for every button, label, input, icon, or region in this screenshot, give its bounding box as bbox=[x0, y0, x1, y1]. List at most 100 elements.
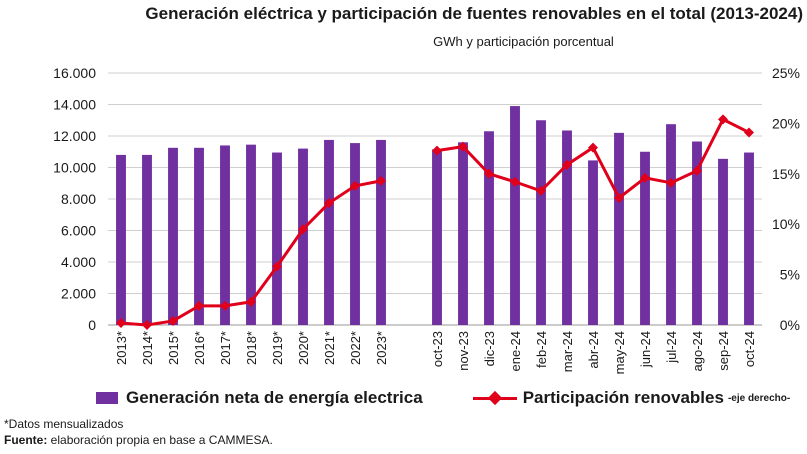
line-point bbox=[666, 177, 676, 188]
y-left-tick-label: 6.000 bbox=[61, 223, 96, 239]
bar bbox=[298, 148, 308, 325]
y-left-tick-label: 16.000 bbox=[53, 65, 96, 81]
y-right-tick-label: 10% bbox=[772, 216, 800, 232]
x-tick-label: jun-24 bbox=[638, 331, 653, 368]
x-tick-label: dic-23 bbox=[482, 331, 497, 366]
legend-line-note: -eje derecho- bbox=[727, 392, 791, 404]
y-left-tick-label: 10.000 bbox=[53, 160, 96, 176]
bar bbox=[692, 141, 702, 325]
legend-line-swatch bbox=[472, 390, 517, 406]
x-tick-label: 2016* bbox=[192, 331, 207, 365]
y-right-tick-label: 5% bbox=[780, 267, 800, 283]
x-tick-label: ago-24 bbox=[690, 331, 705, 371]
source-note: Fuente: elaboración propia en base a CAM… bbox=[4, 433, 273, 447]
x-tick-label: 2018* bbox=[244, 331, 259, 365]
bar bbox=[272, 152, 282, 325]
line-point bbox=[744, 127, 754, 138]
x-tick-label: sep-24 bbox=[716, 331, 731, 371]
bar bbox=[168, 147, 178, 325]
line-point bbox=[510, 176, 520, 187]
bar bbox=[536, 120, 546, 325]
y-left-tick-label: 0 bbox=[88, 317, 96, 333]
line-point bbox=[142, 320, 152, 330]
footnote: *Datos mensualizados bbox=[4, 417, 124, 431]
y-left-tick-label: 8.000 bbox=[61, 191, 96, 207]
bar bbox=[220, 145, 230, 325]
y-right-tick-label: 15% bbox=[772, 166, 800, 182]
bar bbox=[640, 151, 650, 325]
bar bbox=[324, 139, 334, 325]
x-tick-label: may-24 bbox=[612, 331, 627, 374]
y-right-tick-label: 0% bbox=[780, 317, 800, 333]
line-point bbox=[614, 192, 624, 203]
line-point bbox=[588, 142, 598, 153]
line-point bbox=[298, 224, 308, 235]
line-point bbox=[536, 185, 546, 196]
line-point bbox=[272, 261, 282, 272]
bar bbox=[116, 154, 126, 325]
line-point bbox=[692, 165, 702, 176]
x-tick-label: 2019* bbox=[270, 331, 285, 365]
bar bbox=[376, 139, 386, 325]
x-tick-label: ene-24 bbox=[508, 331, 523, 371]
bar bbox=[458, 142, 468, 325]
line-point bbox=[640, 172, 650, 183]
line-point bbox=[116, 317, 126, 328]
bar bbox=[246, 144, 256, 325]
combo-chart: 0 2.000 4.000 6.000 8.000 10.000 12.000 14.000 1… bbox=[53, 65, 800, 374]
bar bbox=[588, 160, 598, 325]
x-tick-label: nov-23 bbox=[456, 331, 471, 371]
bar bbox=[142, 154, 152, 325]
x-tick-label: oct-24 bbox=[742, 331, 757, 367]
chart-subtitle: GWh y participación porcentual bbox=[433, 34, 614, 49]
bar bbox=[562, 130, 572, 325]
bar bbox=[432, 149, 442, 325]
line-point bbox=[246, 296, 256, 307]
x-tick-label: 2014* bbox=[140, 331, 155, 365]
bar bbox=[744, 152, 754, 325]
x-tick-label: 2021* bbox=[322, 331, 337, 365]
x-tick-label: feb-24 bbox=[534, 331, 549, 368]
source-text: elaboración propia en base a CAMMESA. bbox=[47, 433, 273, 447]
x-tick-label: 2022* bbox=[348, 331, 363, 365]
y-left-tick-label: 14.000 bbox=[53, 97, 96, 113]
line-point bbox=[220, 300, 230, 311]
x-tick-label: 2015* bbox=[166, 331, 181, 365]
legend-line-label: Participación renovables bbox=[522, 388, 724, 407]
line-point bbox=[324, 198, 334, 209]
bar bbox=[718, 158, 728, 325]
x-tick-label: 2020* bbox=[296, 331, 311, 365]
x-tick-label: 2023* bbox=[374, 331, 389, 365]
x-tick-label: abr-24 bbox=[586, 331, 601, 369]
bar bbox=[350, 143, 360, 325]
bar bbox=[510, 106, 520, 325]
line-point bbox=[376, 175, 386, 186]
x-tick-label: oct-23 bbox=[430, 331, 445, 367]
bar bbox=[484, 131, 494, 325]
x-tick-label: 2013* bbox=[114, 331, 129, 365]
y-right-tick-label: 25% bbox=[772, 65, 800, 81]
line-point bbox=[168, 315, 178, 326]
y-right-tick-label: 20% bbox=[772, 115, 800, 131]
source-label: Fuente: bbox=[4, 433, 48, 447]
line-point bbox=[718, 114, 728, 125]
bar bbox=[666, 124, 676, 325]
line-point bbox=[194, 300, 204, 311]
y-left-tick-label: 12.000 bbox=[53, 128, 96, 144]
chart-title: Generación eléctrica y participación de … bbox=[145, 4, 803, 23]
y-left-tick-label: 2.000 bbox=[61, 286, 96, 302]
bar bbox=[614, 132, 624, 325]
chart-legend: Generación neta de energía electrica Par… bbox=[96, 388, 790, 408]
x-tick-label: 2017* bbox=[218, 331, 233, 365]
y-left-tick-label: 4.000 bbox=[61, 254, 96, 270]
line-point bbox=[350, 180, 360, 191]
x-tick-label: jul-24 bbox=[664, 331, 679, 364]
line-point bbox=[484, 168, 494, 179]
x-tick-label: mar-24 bbox=[560, 331, 575, 372]
legend-bar-swatch bbox=[96, 392, 118, 404]
line-point bbox=[458, 141, 468, 152]
bar bbox=[194, 147, 204, 325]
line-point bbox=[432, 145, 442, 156]
line-point bbox=[562, 159, 572, 170]
legend-bar-label: Generación neta de energía electrica bbox=[126, 388, 423, 407]
